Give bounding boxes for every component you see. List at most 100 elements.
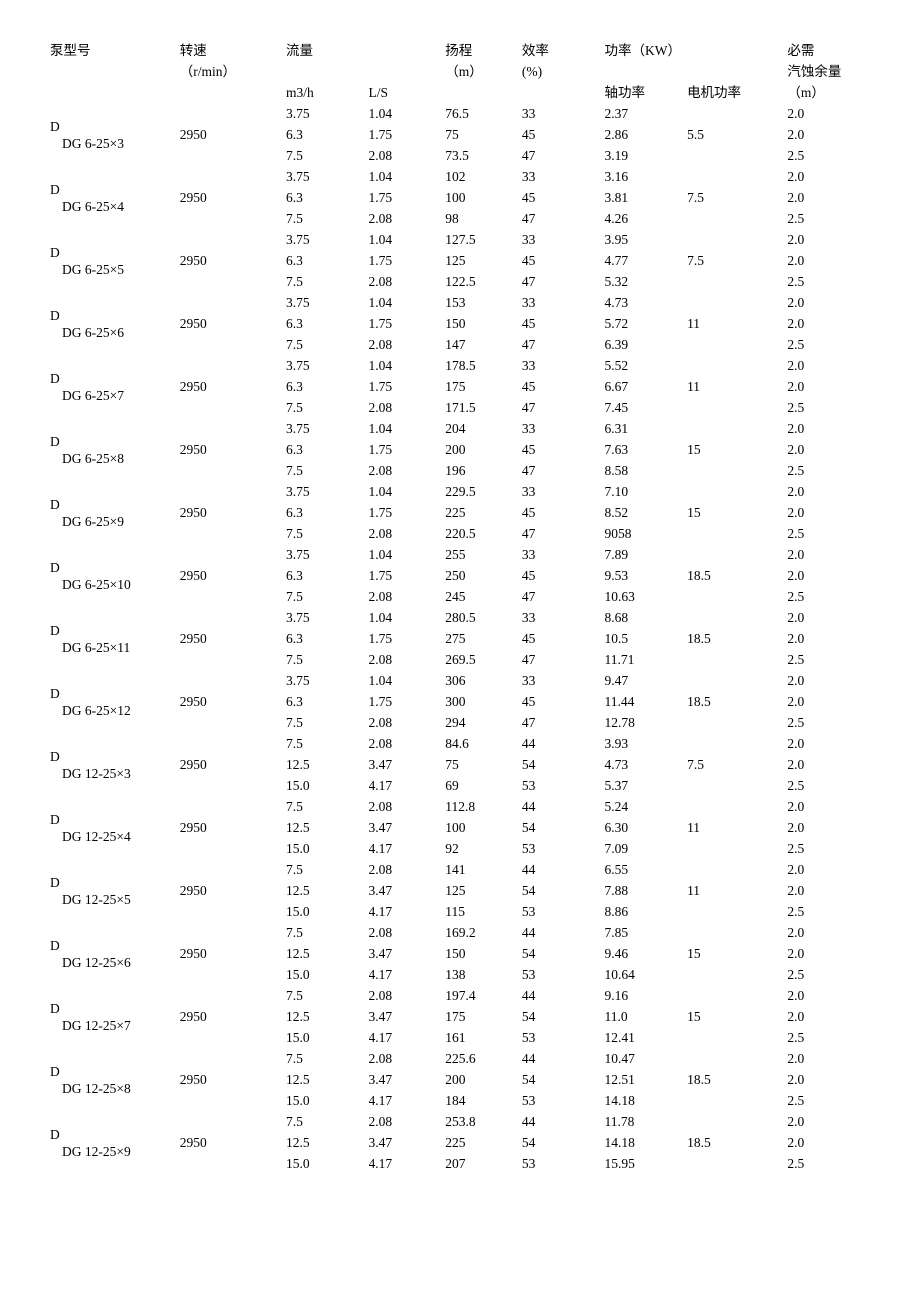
cell-npsh: 2.0 xyxy=(787,187,870,208)
model-line2: DG 6-25×7 xyxy=(50,388,124,403)
cell-shaft: 6.30 xyxy=(604,817,687,838)
cell-motor xyxy=(687,796,787,817)
cell-m3h: 7.5 xyxy=(286,985,369,1006)
cell-ls: 1.75 xyxy=(369,502,446,523)
cell-ls: 3.47 xyxy=(369,1006,446,1027)
cell-model: DDG 12-25×4 xyxy=(50,796,180,859)
cell-npsh: 2.5 xyxy=(787,523,870,544)
cell-eff: 44 xyxy=(522,985,605,1006)
model-line1: D xyxy=(50,812,60,827)
model-line2: DG 12-25×7 xyxy=(50,1018,131,1033)
cell-ls: 1.75 xyxy=(369,313,446,334)
cell-shaft: 11.44 xyxy=(604,691,687,712)
model-line1: D xyxy=(50,1127,60,1142)
hdr-flow: 流量 xyxy=(286,40,445,61)
cell-eff: 45 xyxy=(522,187,605,208)
cell-ls: 4.17 xyxy=(369,1090,446,1111)
cell-head: 275 xyxy=(445,628,522,649)
cell-eff: 54 xyxy=(522,880,605,901)
model-line1: D xyxy=(50,497,60,512)
cell-shaft: 4.26 xyxy=(604,208,687,229)
cell-eff: 45 xyxy=(522,376,605,397)
cell-shaft: 11.71 xyxy=(604,649,687,670)
cell-shaft: 9.16 xyxy=(604,985,687,1006)
table-row: DDG 6-25×1129503.751.04280.5338.682.0 xyxy=(50,607,870,628)
cell-ls: 2.08 xyxy=(369,397,446,418)
cell-shaft: 4.73 xyxy=(604,754,687,775)
cell-eff: 33 xyxy=(522,544,605,565)
cell-m3h: 3.75 xyxy=(286,229,369,250)
cell-head: 125 xyxy=(445,880,522,901)
cell-m3h: 7.5 xyxy=(286,922,369,943)
hdr-npsh: 必需汽蚀余量（m） xyxy=(787,40,870,103)
cell-m3h: 12.5 xyxy=(286,880,369,901)
cell-head: 294 xyxy=(445,712,522,733)
cell-shaft: 9.53 xyxy=(604,565,687,586)
cell-m3h: 7.5 xyxy=(286,145,369,166)
cell-ls: 2.08 xyxy=(369,859,446,880)
cell-eff: 44 xyxy=(522,796,605,817)
cell-npsh: 2.0 xyxy=(787,922,870,943)
cell-eff: 33 xyxy=(522,481,605,502)
cell-ls: 4.17 xyxy=(369,1027,446,1048)
model-line1: D xyxy=(50,434,60,449)
cell-m3h: 12.5 xyxy=(286,943,369,964)
cell-rpm: 2950 xyxy=(180,1111,286,1174)
cell-eff: 47 xyxy=(522,397,605,418)
cell-ls: 3.47 xyxy=(369,754,446,775)
cell-head: 300 xyxy=(445,691,522,712)
cell-motor xyxy=(687,229,787,250)
cell-npsh: 2.0 xyxy=(787,355,870,376)
cell-head: 306 xyxy=(445,670,522,691)
cell-m3h: 6.3 xyxy=(286,376,369,397)
model-line2: DG 12-25×5 xyxy=(50,892,131,907)
cell-rpm: 2950 xyxy=(180,418,286,481)
cell-npsh: 2.0 xyxy=(787,691,870,712)
cell-npsh: 2.0 xyxy=(787,166,870,187)
cell-m3h: 7.5 xyxy=(286,859,369,880)
cell-ls: 3.47 xyxy=(369,817,446,838)
cell-head: 100 xyxy=(445,187,522,208)
cell-motor xyxy=(687,334,787,355)
cell-motor xyxy=(687,166,787,187)
table-row: DDG 12-25×529507.52.08141446.552.0 xyxy=(50,859,870,880)
cell-head: 153 xyxy=(445,292,522,313)
cell-npsh: 2.0 xyxy=(787,544,870,565)
cell-npsh: 2.5 xyxy=(787,1027,870,1048)
cell-npsh: 2.5 xyxy=(787,397,870,418)
cell-eff: 45 xyxy=(522,250,605,271)
cell-eff: 44 xyxy=(522,733,605,754)
cell-motor: 7.5 xyxy=(687,754,787,775)
cell-shaft: 10.63 xyxy=(604,586,687,607)
cell-shaft: 5.24 xyxy=(604,796,687,817)
cell-m3h: 7.5 xyxy=(286,271,369,292)
cell-ls: 2.08 xyxy=(369,1048,446,1069)
cell-ls: 2.08 xyxy=(369,145,446,166)
cell-npsh: 2.5 xyxy=(787,964,870,985)
cell-model: DDG 6-25×11 xyxy=(50,607,180,670)
cell-shaft: 7.45 xyxy=(604,397,687,418)
cell-shaft: 8.52 xyxy=(604,502,687,523)
cell-ls: 4.17 xyxy=(369,838,446,859)
cell-motor: 15 xyxy=(687,1006,787,1027)
cell-eff: 45 xyxy=(522,502,605,523)
cell-m3h: 12.5 xyxy=(286,817,369,838)
cell-m3h: 7.5 xyxy=(286,733,369,754)
cell-head: 150 xyxy=(445,313,522,334)
cell-ls: 1.75 xyxy=(369,124,446,145)
cell-eff: 45 xyxy=(522,628,605,649)
cell-npsh: 2.0 xyxy=(787,229,870,250)
model-line1: D xyxy=(50,1064,60,1079)
cell-npsh: 2.5 xyxy=(787,712,870,733)
cell-model: DDG 12-25×3 xyxy=(50,733,180,796)
model-line1: D xyxy=(50,686,60,701)
cell-eff: 47 xyxy=(522,334,605,355)
cell-motor xyxy=(687,1090,787,1111)
cell-eff: 45 xyxy=(522,565,605,586)
cell-ls: 1.04 xyxy=(369,670,446,691)
cell-m3h: 7.5 xyxy=(286,649,369,670)
model-line1: D xyxy=(50,623,60,638)
table-row: DDG 12-25×429507.52.08112.8445.242.0 xyxy=(50,796,870,817)
model-line1: D xyxy=(50,1001,60,1016)
cell-m3h: 7.5 xyxy=(286,460,369,481)
